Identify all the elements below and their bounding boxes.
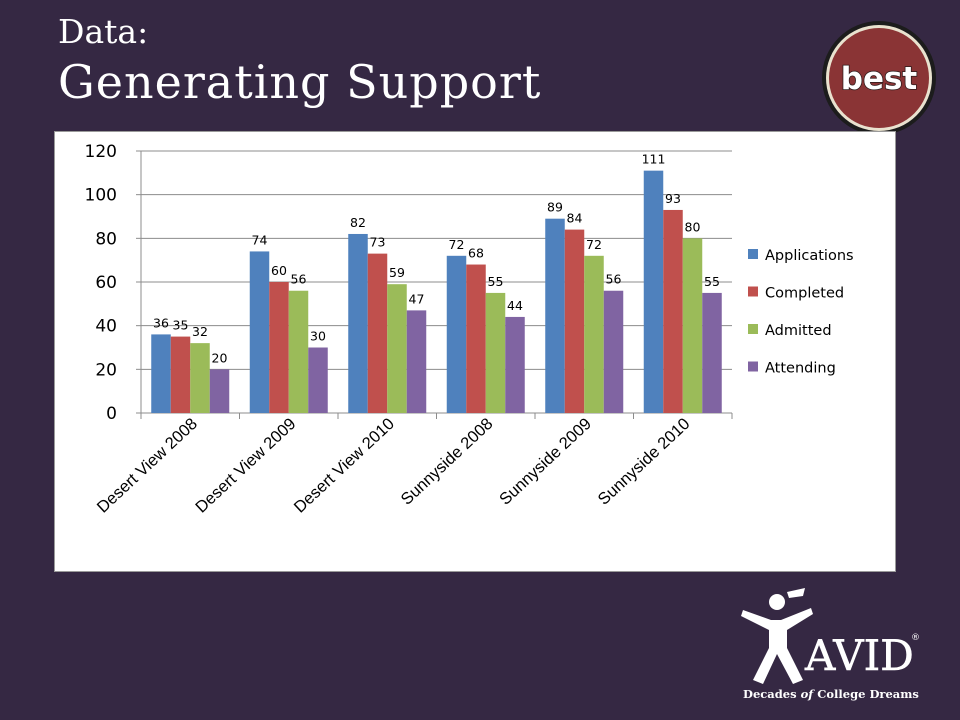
bar	[151, 334, 171, 413]
legend-swatch	[748, 286, 758, 297]
bar	[367, 253, 388, 413]
x-category-label: Sunnyside 2008	[398, 415, 497, 509]
bar	[564, 229, 585, 413]
best-badge: best	[822, 21, 936, 135]
avid-logo: AVID ® Decades of College Dreams	[741, 588, 920, 701]
data-label: 32	[192, 324, 208, 339]
data-label: 47	[409, 291, 425, 306]
bar	[663, 209, 683, 413]
data-label: 35	[173, 318, 189, 333]
legend-label: Admitted	[765, 323, 832, 339]
bar	[545, 218, 565, 413]
x-category-label: Desert View 2010	[291, 415, 398, 517]
bar	[446, 255, 467, 413]
bar	[308, 347, 328, 413]
data-label: 72	[449, 237, 465, 252]
data-label: 56	[291, 272, 307, 287]
data-label: 68	[468, 246, 484, 261]
bar	[406, 310, 427, 413]
data-label: 59	[389, 265, 405, 280]
bar	[288, 290, 309, 413]
data-label: 20	[212, 350, 228, 365]
y-tick-label: 20	[95, 360, 117, 380]
bar	[387, 284, 407, 413]
bar	[485, 292, 506, 413]
legend-label: Applications	[765, 248, 854, 264]
x-category-label: Desert View 2008	[94, 415, 201, 517]
bar	[584, 255, 604, 413]
bar	[643, 170, 664, 413]
bar	[170, 336, 191, 413]
legend-swatch	[748, 361, 758, 372]
y-tick-label: 40	[95, 317, 117, 337]
data-label: 55	[488, 274, 504, 289]
data-label: 74	[252, 232, 268, 247]
bar	[249, 251, 270, 413]
bar-chart: 0 20 40 60 80 100 120 36 35 32 20 Desert View 2008 7…	[85, 142, 854, 517]
y-tick-label: 80	[95, 229, 117, 249]
legend-swatch	[748, 324, 758, 334]
data-label: 82	[350, 215, 366, 230]
badge-text: best	[841, 61, 918, 97]
bar	[190, 343, 210, 413]
data-label: 55	[704, 274, 720, 289]
bar	[209, 369, 230, 413]
data-label: 73	[370, 235, 386, 250]
data-label: 36	[153, 315, 169, 330]
bar	[682, 238, 703, 413]
x-category-label: Sunnyside 2010	[595, 415, 694, 509]
registered-mark: ®	[911, 633, 920, 643]
bar	[505, 316, 525, 413]
y-tick-label: 120	[85, 142, 117, 162]
legend-label: Attending	[765, 361, 836, 377]
slide-title: Data: Generating Support	[58, 12, 541, 112]
y-tick-label: 60	[95, 273, 117, 293]
x-category-label: Desert View 2009	[192, 415, 299, 517]
y-tick-label: 0	[106, 404, 117, 424]
data-label: 84	[567, 211, 583, 226]
data-label: 80	[685, 219, 701, 234]
bar	[348, 233, 368, 413]
legend-label: Completed	[765, 286, 844, 302]
bar	[466, 264, 486, 413]
data-label: 56	[606, 272, 622, 287]
bar	[269, 282, 289, 413]
data-label: 60	[271, 263, 287, 278]
avid-wordmark: AVID	[804, 631, 914, 680]
graduate-figure-icon	[741, 588, 813, 684]
bar	[702, 292, 722, 413]
data-label: 30	[310, 329, 326, 344]
data-label: 89	[547, 200, 563, 215]
data-label: 111	[642, 152, 666, 167]
data-label: 44	[507, 298, 523, 313]
legend-swatch	[748, 249, 758, 259]
y-tick-label: 100	[85, 186, 117, 206]
slide-title-line2: Generating Support	[58, 55, 542, 109]
avid-tagline: Decades of College Dreams	[743, 687, 919, 701]
slide-title-line1: Data:	[58, 12, 149, 51]
data-label: 93	[665, 191, 681, 206]
chart-container: 0 20 40 60 80 100 120 36 35 32 20 Desert View 2008 7…	[54, 131, 896, 572]
data-label: 72	[586, 237, 602, 252]
bar	[603, 290, 624, 413]
x-category-label: Sunnyside 2009	[496, 415, 595, 509]
badge-disc	[829, 28, 929, 128]
